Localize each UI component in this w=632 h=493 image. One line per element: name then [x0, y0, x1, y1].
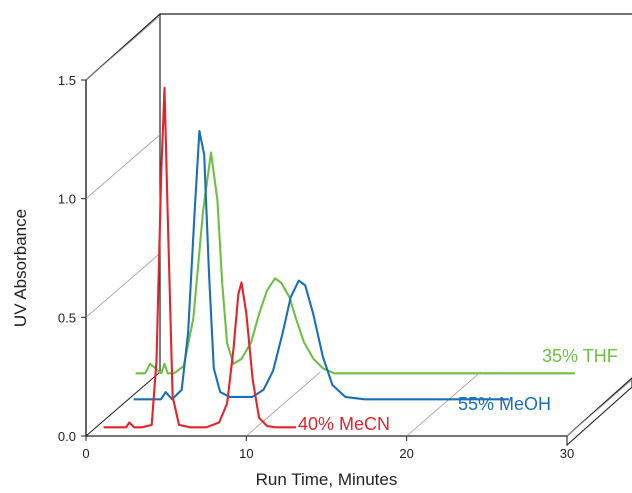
series-label: 40% MeCN	[298, 414, 390, 434]
y-axis-title: UV Absorbance	[11, 209, 30, 327]
series-label: 35% THF	[542, 346, 618, 366]
series-line-55-meoh	[133, 130, 509, 401]
series-line-35-thf	[135, 151, 575, 375]
x-axis-title: Run Time, Minutes	[256, 470, 398, 489]
chart-ticks: 0.0 0.5 1.0 1.5 0 10 20 30	[58, 73, 574, 461]
chart-frame	[85, 13, 632, 447]
x-tick-label: 20	[399, 446, 413, 461]
y-grid-line	[85, 134, 161, 199]
chart-series-group	[103, 86, 575, 429]
y-grid-line	[85, 253, 161, 318]
y-grid-line	[85, 15, 161, 81]
series-label: 55% MeOH	[458, 394, 551, 414]
x-tick-label: 10	[239, 446, 253, 461]
x-grid-line	[566, 379, 632, 437]
x-grid-line	[246, 371, 321, 437]
floor-left-edge	[85, 371, 161, 437]
y-tick-label: 1.0	[58, 192, 76, 207]
x-tick-label: 0	[82, 446, 89, 461]
y-tick-label: 1.5	[58, 73, 76, 88]
series-line-40-mecn	[103, 86, 296, 429]
y-tick-label: 0.5	[58, 310, 76, 325]
back-top-edge	[85, 13, 632, 81]
chart-grid	[85, 15, 632, 437]
x-grid-line	[406, 371, 481, 437]
series-labels: 35% THF 55% MeOH 40% MeCN	[298, 346, 618, 434]
y-tick-label: 0.0	[58, 429, 76, 444]
x-tick-label: 30	[560, 446, 574, 461]
